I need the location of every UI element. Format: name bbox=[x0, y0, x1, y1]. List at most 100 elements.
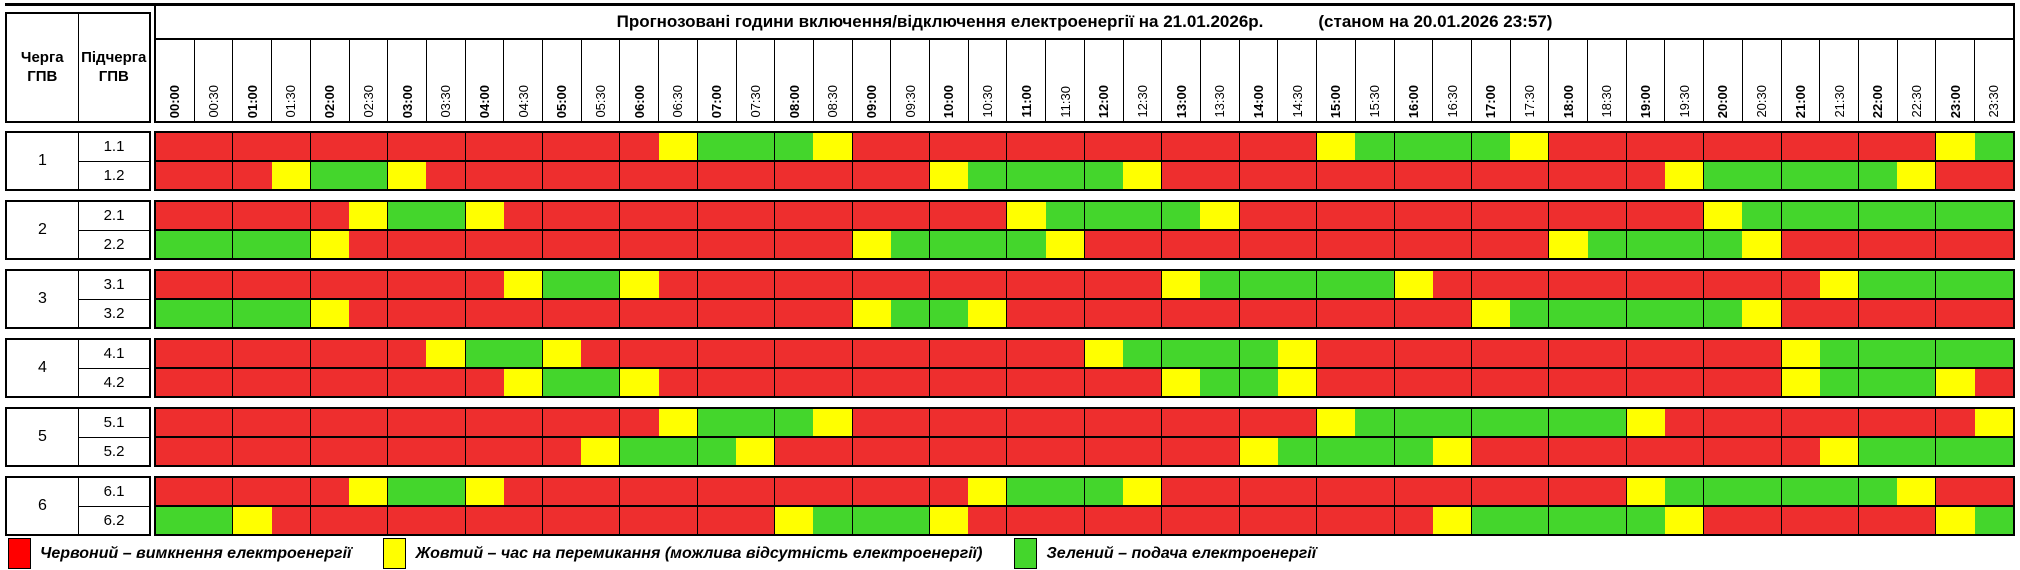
cells-box-5 bbox=[154, 407, 2015, 467]
time-label: 08:00 bbox=[786, 84, 802, 118]
schedule-cell bbox=[1471, 369, 1511, 396]
schedule-cell bbox=[736, 271, 776, 298]
schedule-cell bbox=[271, 369, 311, 396]
schedule-cell bbox=[1277, 369, 1318, 396]
schedule-cell bbox=[581, 300, 621, 327]
schedule-cell bbox=[1664, 340, 1705, 367]
schedule-cell bbox=[658, 409, 698, 436]
schedule-cell bbox=[1704, 271, 1743, 298]
schedule-cell bbox=[658, 133, 698, 160]
schedule-cell bbox=[697, 231, 737, 258]
time-label: 10:00 bbox=[941, 84, 957, 118]
schedule-cell bbox=[968, 231, 1008, 258]
schedule-cell bbox=[1200, 231, 1240, 258]
subqueue-label-3.1: 3.1 bbox=[79, 271, 149, 300]
schedule-cell bbox=[581, 340, 621, 367]
schedule-cell bbox=[465, 231, 504, 258]
schedule-cell bbox=[813, 133, 853, 160]
schedule-cell bbox=[1084, 507, 1124, 534]
schedule-cell bbox=[1239, 231, 1278, 258]
schedule-cell bbox=[1123, 507, 1163, 534]
time-label: 12:00 bbox=[1096, 84, 1112, 118]
schedule-cell bbox=[1858, 438, 1898, 465]
schedule-cell bbox=[1510, 340, 1550, 367]
time-label: 05:30 bbox=[593, 85, 609, 118]
schedule-cell bbox=[388, 478, 427, 505]
schedule-cell bbox=[581, 507, 621, 534]
schedule-cell bbox=[1626, 300, 1665, 327]
schedule-cell bbox=[1936, 231, 1975, 258]
schedule-cell bbox=[1007, 438, 1046, 465]
schedule-cell bbox=[1277, 409, 1318, 436]
schedule-cell bbox=[1355, 409, 1395, 436]
time-header-cell: 02:00 bbox=[311, 40, 350, 121]
schedule-cell bbox=[658, 340, 698, 367]
schedule-cell bbox=[1084, 133, 1124, 160]
schedule-cell bbox=[1781, 202, 1820, 229]
schedule-cell bbox=[1897, 271, 1937, 298]
schedule-cell bbox=[1587, 133, 1627, 160]
schedule-cell bbox=[1471, 162, 1511, 189]
schedule-cell bbox=[697, 271, 737, 298]
schedule-cell bbox=[1587, 202, 1627, 229]
schedule-cell bbox=[1355, 300, 1395, 327]
schedule-cell bbox=[1162, 300, 1201, 327]
schedule-body: 1 1.1 1.2 2 2.1 2.2 3 3.1 3.2 4 4.1 4.2 5 5.1 5.2 6 6.1 6… bbox=[5, 131, 2015, 545]
schedule-cell bbox=[775, 162, 814, 189]
schedule-cell bbox=[1084, 409, 1124, 436]
schedule-cell bbox=[388, 202, 427, 229]
schedule-cell bbox=[1007, 340, 1046, 367]
schedule-cell bbox=[1974, 438, 2013, 465]
schedule-cell bbox=[1355, 369, 1395, 396]
schedule-cell bbox=[1162, 202, 1201, 229]
schedule-cell bbox=[349, 438, 389, 465]
time-label: 18:30 bbox=[1599, 85, 1615, 118]
schedule-cell bbox=[1587, 231, 1627, 258]
schedule-cell bbox=[1239, 369, 1278, 396]
schedule-cell bbox=[465, 300, 504, 327]
schedule-cell bbox=[194, 202, 234, 229]
schedule-cell bbox=[1742, 202, 1782, 229]
schedule-cell bbox=[1664, 438, 1705, 465]
schedule-cell bbox=[310, 507, 350, 534]
schedule-cell bbox=[852, 438, 891, 465]
schedule-cell bbox=[1432, 438, 1472, 465]
queue-number: 2 bbox=[7, 202, 79, 258]
schedule-cell bbox=[1858, 231, 1898, 258]
subqueue-label-1.1: 1.1 bbox=[79, 133, 149, 162]
time-header-cell: 00:00 bbox=[156, 40, 195, 121]
time-label: 00:00 bbox=[167, 84, 183, 118]
schedule-cell bbox=[1123, 340, 1163, 367]
schedule-cell bbox=[1394, 271, 1433, 298]
schedule-cell bbox=[1239, 271, 1278, 298]
schedule-cell bbox=[1664, 507, 1705, 534]
schedule-cell bbox=[581, 162, 621, 189]
schedule-cell bbox=[1123, 202, 1163, 229]
schedule-cell bbox=[156, 162, 195, 189]
schedule-cell bbox=[852, 133, 891, 160]
time-header-cell: 10:30 bbox=[969, 40, 1008, 121]
time-label: 17:00 bbox=[1483, 84, 1499, 118]
legend-item-yellow: Жовтий – час на перемикання (можлива від… bbox=[383, 538, 982, 569]
queue-number: 5 bbox=[7, 409, 79, 465]
schedule-cell bbox=[1549, 340, 1588, 367]
schedule-cell bbox=[271, 340, 311, 367]
schedule-cell bbox=[1587, 478, 1627, 505]
schedule-cell bbox=[1277, 300, 1318, 327]
schedule-cell bbox=[194, 300, 234, 327]
time-label: 21:30 bbox=[1831, 85, 1847, 118]
schedule-cell bbox=[1704, 409, 1743, 436]
schedule-cell bbox=[1277, 231, 1318, 258]
schedule-cell bbox=[349, 300, 389, 327]
time-header-cell: 23:00 bbox=[1936, 40, 1976, 121]
schedule-cell bbox=[1084, 340, 1124, 367]
time-label: 01:00 bbox=[244, 84, 260, 118]
schedule-cell bbox=[465, 271, 504, 298]
cells-box-3 bbox=[154, 269, 2015, 329]
schedule-cell bbox=[426, 133, 466, 160]
schedule-cell bbox=[1007, 162, 1046, 189]
schedule-cell bbox=[271, 507, 311, 534]
schedule-cell bbox=[1626, 340, 1665, 367]
schedule-cell bbox=[1819, 478, 1859, 505]
schedule-cell bbox=[1239, 133, 1278, 160]
